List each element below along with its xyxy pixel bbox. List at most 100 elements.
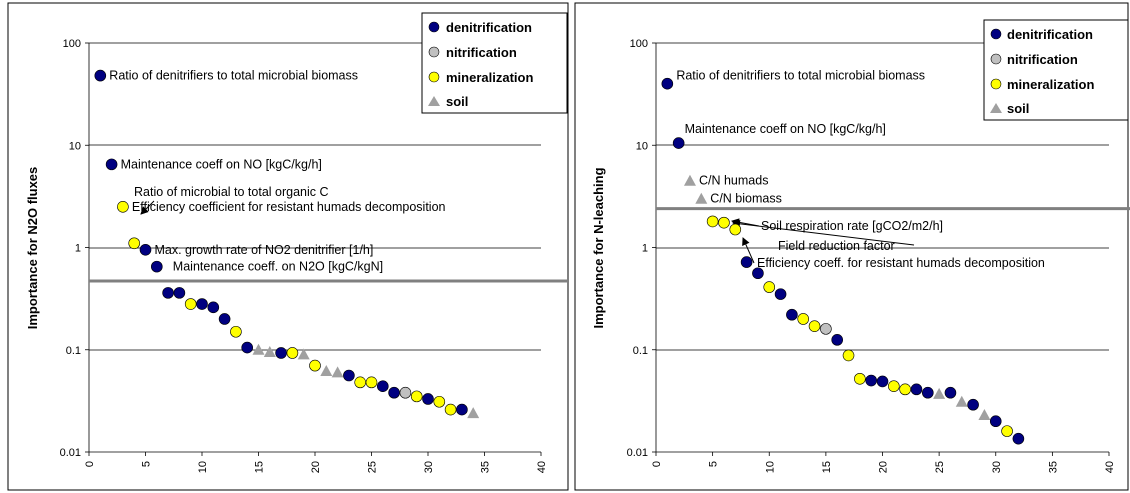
data-point-mineralization xyxy=(797,313,810,325)
legend-label-denitrification: denitrification xyxy=(446,20,532,35)
data-point-denitrification xyxy=(275,347,287,359)
data-point-mineralization xyxy=(888,380,900,393)
legend-label-mineralization: mineralization xyxy=(1007,77,1094,92)
annotations: Ratio of denitrifiers to total microbial… xyxy=(676,69,1045,270)
data-point-denitrification xyxy=(139,243,152,256)
y-axis-label: Importance for N2O fluxes xyxy=(25,167,40,330)
y-axis-label: Importance for N-leaching xyxy=(591,167,606,328)
legend-box xyxy=(421,12,568,114)
n2o-fluxes-chart: 0 5 10 15 20 25 30 35 40 0.01 0.1 1 10 100 Importanc… xyxy=(7,2,569,491)
data-point-mineralization xyxy=(444,403,457,416)
data-point-nitrification xyxy=(399,386,412,399)
x-tick-label: 10 xyxy=(764,461,776,473)
data-point-denitrification xyxy=(196,298,208,310)
data-point-soil xyxy=(955,395,968,407)
y-ticks: 0.01 0.1 1 10 100 xyxy=(627,38,656,459)
data-point-denitrification xyxy=(989,415,1002,428)
annotation-arrow xyxy=(140,200,155,215)
data-point-denitrification xyxy=(94,69,107,82)
data-point-denitrification xyxy=(105,158,118,171)
y-tick-label: 100 xyxy=(630,38,648,50)
annotation-label: Ratio of microbial to total organic C xyxy=(134,185,329,199)
legend: denitrification nitrification mineraliza… xyxy=(421,12,568,114)
data-point-mineralization xyxy=(128,237,140,250)
data-point-mineralization xyxy=(365,376,378,389)
data-point-denitrification xyxy=(218,313,231,325)
y-tick-label: 0.01 xyxy=(627,447,648,459)
data-point-denitrification xyxy=(740,256,753,268)
data-point-denitrification xyxy=(343,369,355,382)
y-ticks: 0.01 0.1 1 10 100 xyxy=(60,38,89,459)
data-point-mineralization xyxy=(410,390,423,403)
data-point-denitrification xyxy=(422,393,434,405)
annotation-label: Max. growth rate of NO2 denitrifier [1/h… xyxy=(155,243,374,257)
y-tick-label: 10 xyxy=(636,140,648,152)
data-point-soil xyxy=(263,346,276,358)
data-point-mineralization xyxy=(117,201,129,213)
legend-label-mineralization: mineralization xyxy=(446,70,533,85)
legend-label-soil: soil xyxy=(1007,101,1029,116)
annotation-label: Field reduction factor xyxy=(778,239,895,253)
data-point-denitrification xyxy=(865,374,877,387)
annotation-label: Maintenance coeff. on N2O [kgC/kgN] xyxy=(173,260,383,274)
x-ticks: 0 5 10 15 20 25 30 35 40 xyxy=(651,452,1116,473)
n-leaching-chart: 0 5 10 15 20 25 30 35 40 0.01 0.1 1 10 100 Importanc… xyxy=(574,2,1130,491)
y-tick-label: 1 xyxy=(75,243,81,255)
x-tick-label: 40 xyxy=(536,461,548,473)
data-point-mineralization xyxy=(354,376,367,389)
annotation-label: Efficiency coeff. for resistant humads d… xyxy=(757,256,1045,270)
data-point-denitrification xyxy=(910,383,923,396)
data-point-soil xyxy=(467,407,480,419)
data-point-denitrification xyxy=(456,403,468,416)
data-points xyxy=(661,77,1025,445)
data-point-mineralization xyxy=(286,347,299,359)
legend-label-nitrification: nitrification xyxy=(446,45,517,60)
data-point-mineralization xyxy=(718,216,730,229)
data-point-denitrification xyxy=(241,341,253,354)
data-point-mineralization xyxy=(808,320,821,332)
x-ticks: 0 5 10 15 20 25 30 35 40 xyxy=(84,452,548,473)
x-tick-label: 25 xyxy=(934,461,946,473)
x-tick-label: 15 xyxy=(821,461,833,473)
y-tick-label: 0.1 xyxy=(633,345,648,357)
legend: denitrification nitrification mineraliza… xyxy=(983,19,1129,121)
x-tick-label: 25 xyxy=(367,461,379,473)
data-point-denitrification xyxy=(876,375,889,388)
legend-marker-mineralization xyxy=(428,71,440,83)
data-point-denitrification xyxy=(376,380,389,393)
data-point-soil xyxy=(683,174,696,186)
annotation-arrow xyxy=(742,237,755,264)
data-point-mineralization xyxy=(230,325,242,338)
x-tick-label: 30 xyxy=(991,461,1003,473)
data-point-denitrification xyxy=(162,287,174,299)
data-point-denitrification xyxy=(967,398,979,411)
data-point-denitrification xyxy=(661,77,674,90)
annotation-label: Ratio of denitrifiers to total microbial… xyxy=(676,69,925,83)
x-tick-label: 15 xyxy=(254,461,266,473)
annotation-label: Ratio of denitrifiers to total microbial… xyxy=(109,69,358,83)
data-point-denitrification xyxy=(207,301,220,314)
y-tick-label: 10 xyxy=(69,140,81,152)
y-tick-label: 100 xyxy=(63,38,81,50)
legend-box xyxy=(983,19,1129,121)
data-point-soil xyxy=(695,192,708,204)
data-point-soil xyxy=(331,366,344,378)
data-point-denitrification xyxy=(831,334,844,346)
data-point-denitrification xyxy=(388,386,400,399)
data-point-mineralization xyxy=(706,215,719,228)
annotation-label: Maintenance coeff on NO [kgC/kg/h] xyxy=(121,157,322,171)
legend-label-nitrification: nitrification xyxy=(1007,52,1078,67)
data-point-mineralization xyxy=(763,281,776,293)
x-tick-label: 35 xyxy=(480,461,492,473)
x-tick-label: 35 xyxy=(1047,461,1059,473)
legend-marker-nitrification xyxy=(428,46,440,58)
data-point-denitrification xyxy=(752,267,764,280)
data-point-nitrification xyxy=(820,323,832,335)
data-point-mineralization xyxy=(433,395,446,408)
legend-marker-denitrification xyxy=(990,28,1002,40)
data-point-soil xyxy=(320,364,333,376)
x-tick-label: 0 xyxy=(84,461,96,467)
data-point-mineralization xyxy=(854,372,866,385)
legend-marker-soil xyxy=(990,103,1002,113)
